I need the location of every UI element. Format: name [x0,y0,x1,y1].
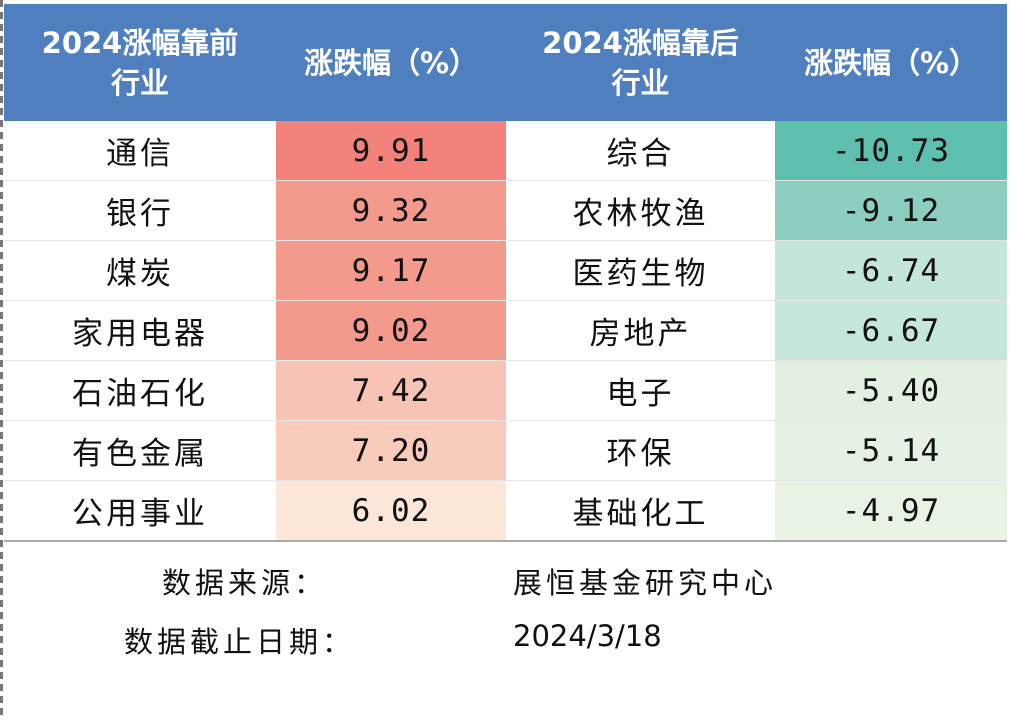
table-row: 有色金属 7.20 环保 -5.14 [4,420,1007,481]
top-industry-cell: 公用事业 [4,480,276,542]
source-label: 数据来源： [162,566,328,600]
top-change-cell: 7.20 [276,420,506,481]
top-industry-cell: 有色金属 [4,420,276,481]
table-row: 银行 9.32 农林牧渔 -9.12 [4,180,1007,241]
source-value: 展恒基金研究中心 [513,566,778,600]
industry-performance-sheet: 2024涨幅靠前 行业 涨跌幅（%） 2024涨幅靠后 行业 涨跌幅（%） 通信… [4,4,1007,682]
top-industry-cell: 家用电器 [4,300,276,361]
table-row: 通信 9.91 综合 -10.73 [4,121,1007,181]
top-industry-cell: 煤炭 [4,240,276,301]
bottom-change-cell: -5.40 [775,360,1007,421]
top-change-cell: 6.02 [276,480,506,542]
bottom-industry-cell: 医药生物 [506,240,775,301]
table-row: 公用事业 6.02 基础化工 -4.97 [4,480,1007,542]
bottom-change-cell: -4.97 [775,480,1007,542]
header-bottom-industry-line1: 2024涨幅靠后 [542,25,739,60]
bottom-change-cell: -6.74 [775,240,1007,301]
top-change-cell: 9.02 [276,300,506,361]
top-change-cell: 9.91 [276,121,506,181]
top-change-cell: 9.32 [276,180,506,241]
header-top-industry-line1: 2024涨幅靠前 [41,25,239,60]
table-row: 煤炭 9.17 医药生物 -6.74 [4,240,1007,301]
bottom-change-cell: -9.12 [775,180,1007,241]
bottom-change-cell: -5.14 [775,420,1007,481]
bottom-industry-cell: 综合 [506,121,775,181]
bottom-industry-cell: 环保 [506,420,775,481]
top-industry-cell: 石油石化 [4,360,276,421]
top-industry-cell: 银行 [4,180,276,241]
header-bottom-industry-line2: 行业 [611,65,670,100]
top-change-cell: 7.42 [276,360,506,421]
cutoff-date-value: 2024/3/18 [513,619,662,653]
header-bottom-industry: 2024涨幅靠后 行业 [506,4,775,121]
bottom-change-cell: -10.73 [775,121,1007,181]
header-bottom-change: 涨跌幅（%） [775,4,1007,121]
top-change-cell: 9.17 [276,240,506,301]
header-top-industry-line2: 行业 [110,65,169,100]
header-top-industry: 2024涨幅靠前 行业 [4,4,276,121]
bottom-industry-cell: 农林牧渔 [506,180,775,241]
bottom-industry-cell: 房地产 [506,300,775,361]
table-row: 石油石化 7.42 电子 -5.40 [4,360,1007,421]
header-top-change: 涨跌幅（%） [276,4,506,121]
table-footer: 数据来源： 展恒基金研究中心 数据截止日期： 2024/3/18 [4,542,1007,682]
left-dashed-border [0,0,3,720]
cutoff-date-label: 数据截止日期： [124,625,356,659]
top-industry-cell: 通信 [4,121,276,181]
bottom-change-cell: -6.67 [775,300,1007,361]
bottom-industry-cell: 电子 [506,360,775,421]
industry-performance-table: 2024涨幅靠前 行业 涨跌幅（%） 2024涨幅靠后 行业 涨跌幅（%） 通信… [4,4,1007,542]
header-row: 2024涨幅靠前 行业 涨跌幅（%） 2024涨幅靠后 行业 涨跌幅（%） [4,4,1007,121]
table-row: 家用电器 9.02 房地产 -6.67 [4,300,1007,361]
bottom-industry-cell: 基础化工 [506,480,775,542]
